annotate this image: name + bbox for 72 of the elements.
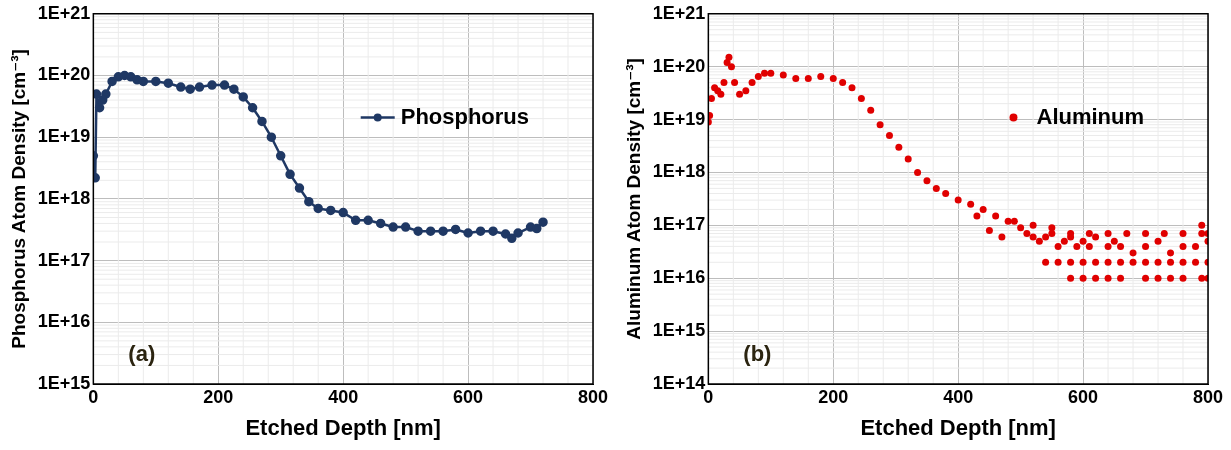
point (375, 218, 386, 229)
point (500, 229, 511, 239)
y-tick-label: 1E+18 (652, 161, 706, 182)
point (425, 226, 436, 236)
point (532, 223, 542, 234)
point (219, 80, 230, 90)
point (325, 205, 336, 216)
x-tick-label: 600 (1068, 386, 1099, 407)
point (207, 80, 217, 90)
y-axis-title: Aluminum Atom Density [cm⁻³] (622, 58, 644, 340)
point (238, 92, 248, 102)
legend-label: Phosphorus (400, 103, 530, 129)
x-tick-label: 400 (328, 386, 359, 407)
y-axis-title: Phosphorus Atom Density [cm⁻³] (7, 49, 29, 349)
x-axis-title: Etched Depth [nm] (860, 414, 1056, 440)
point (266, 132, 277, 142)
y-tick-label: 1E+18 (37, 187, 91, 208)
y-tick-label: 1E+20 (37, 64, 91, 85)
point (93, 89, 102, 99)
point (438, 226, 448, 236)
point (313, 203, 323, 214)
point (304, 196, 314, 207)
point (488, 226, 498, 236)
y-tick-label: 1E+17 (652, 214, 706, 235)
point (126, 72, 136, 82)
x-tick-label: 600 (453, 386, 484, 407)
point (463, 228, 473, 238)
x-tick-label: 800 (577, 386, 609, 407)
x-tick-label: 800 (1192, 386, 1224, 407)
point (163, 78, 174, 88)
x-tick-label: 400 (943, 386, 974, 407)
point (350, 215, 361, 226)
point (513, 228, 523, 238)
point (338, 207, 348, 218)
point (450, 224, 461, 235)
point (101, 89, 111, 99)
point (538, 217, 548, 227)
point (413, 226, 423, 236)
point (107, 76, 117, 87)
y-tick-label: 1E+19 (37, 126, 91, 147)
point (247, 103, 258, 113)
x-axis-title: Etched Depth [nm] (245, 414, 441, 440)
y-tick-label: 1E+17 (37, 249, 91, 270)
point (507, 233, 517, 244)
y-tick-label: 1E+16 (37, 311, 91, 332)
point (475, 226, 486, 236)
point (275, 151, 286, 161)
annotation: (b) (743, 341, 772, 367)
y-tick-label: 1E+20 (652, 55, 706, 76)
point (285, 169, 295, 180)
point (257, 116, 267, 127)
point (94, 103, 105, 113)
point (138, 76, 149, 87)
y-tick-label: 1E+19 (652, 108, 706, 129)
point (363, 215, 373, 226)
point (294, 183, 305, 193)
point (176, 82, 186, 92)
point (185, 84, 195, 94)
point (229, 84, 239, 94)
y-tick-label: 1E+21 (37, 2, 91, 23)
x-tick-label: 200 (818, 386, 849, 407)
y-tick-label: 1E+16 (652, 267, 706, 288)
point (151, 76, 161, 87)
annotation: (a) (128, 341, 156, 367)
legend-label: Aluminum (1036, 103, 1145, 129)
x-tick-label: 200 (203, 386, 234, 407)
y-tick-label: 1E+21 (652, 2, 706, 23)
point (194, 82, 205, 92)
point (388, 222, 398, 232)
point (400, 222, 411, 232)
y-tick-label: 1E+15 (652, 320, 706, 341)
x-tick-label: 0 (703, 386, 714, 407)
